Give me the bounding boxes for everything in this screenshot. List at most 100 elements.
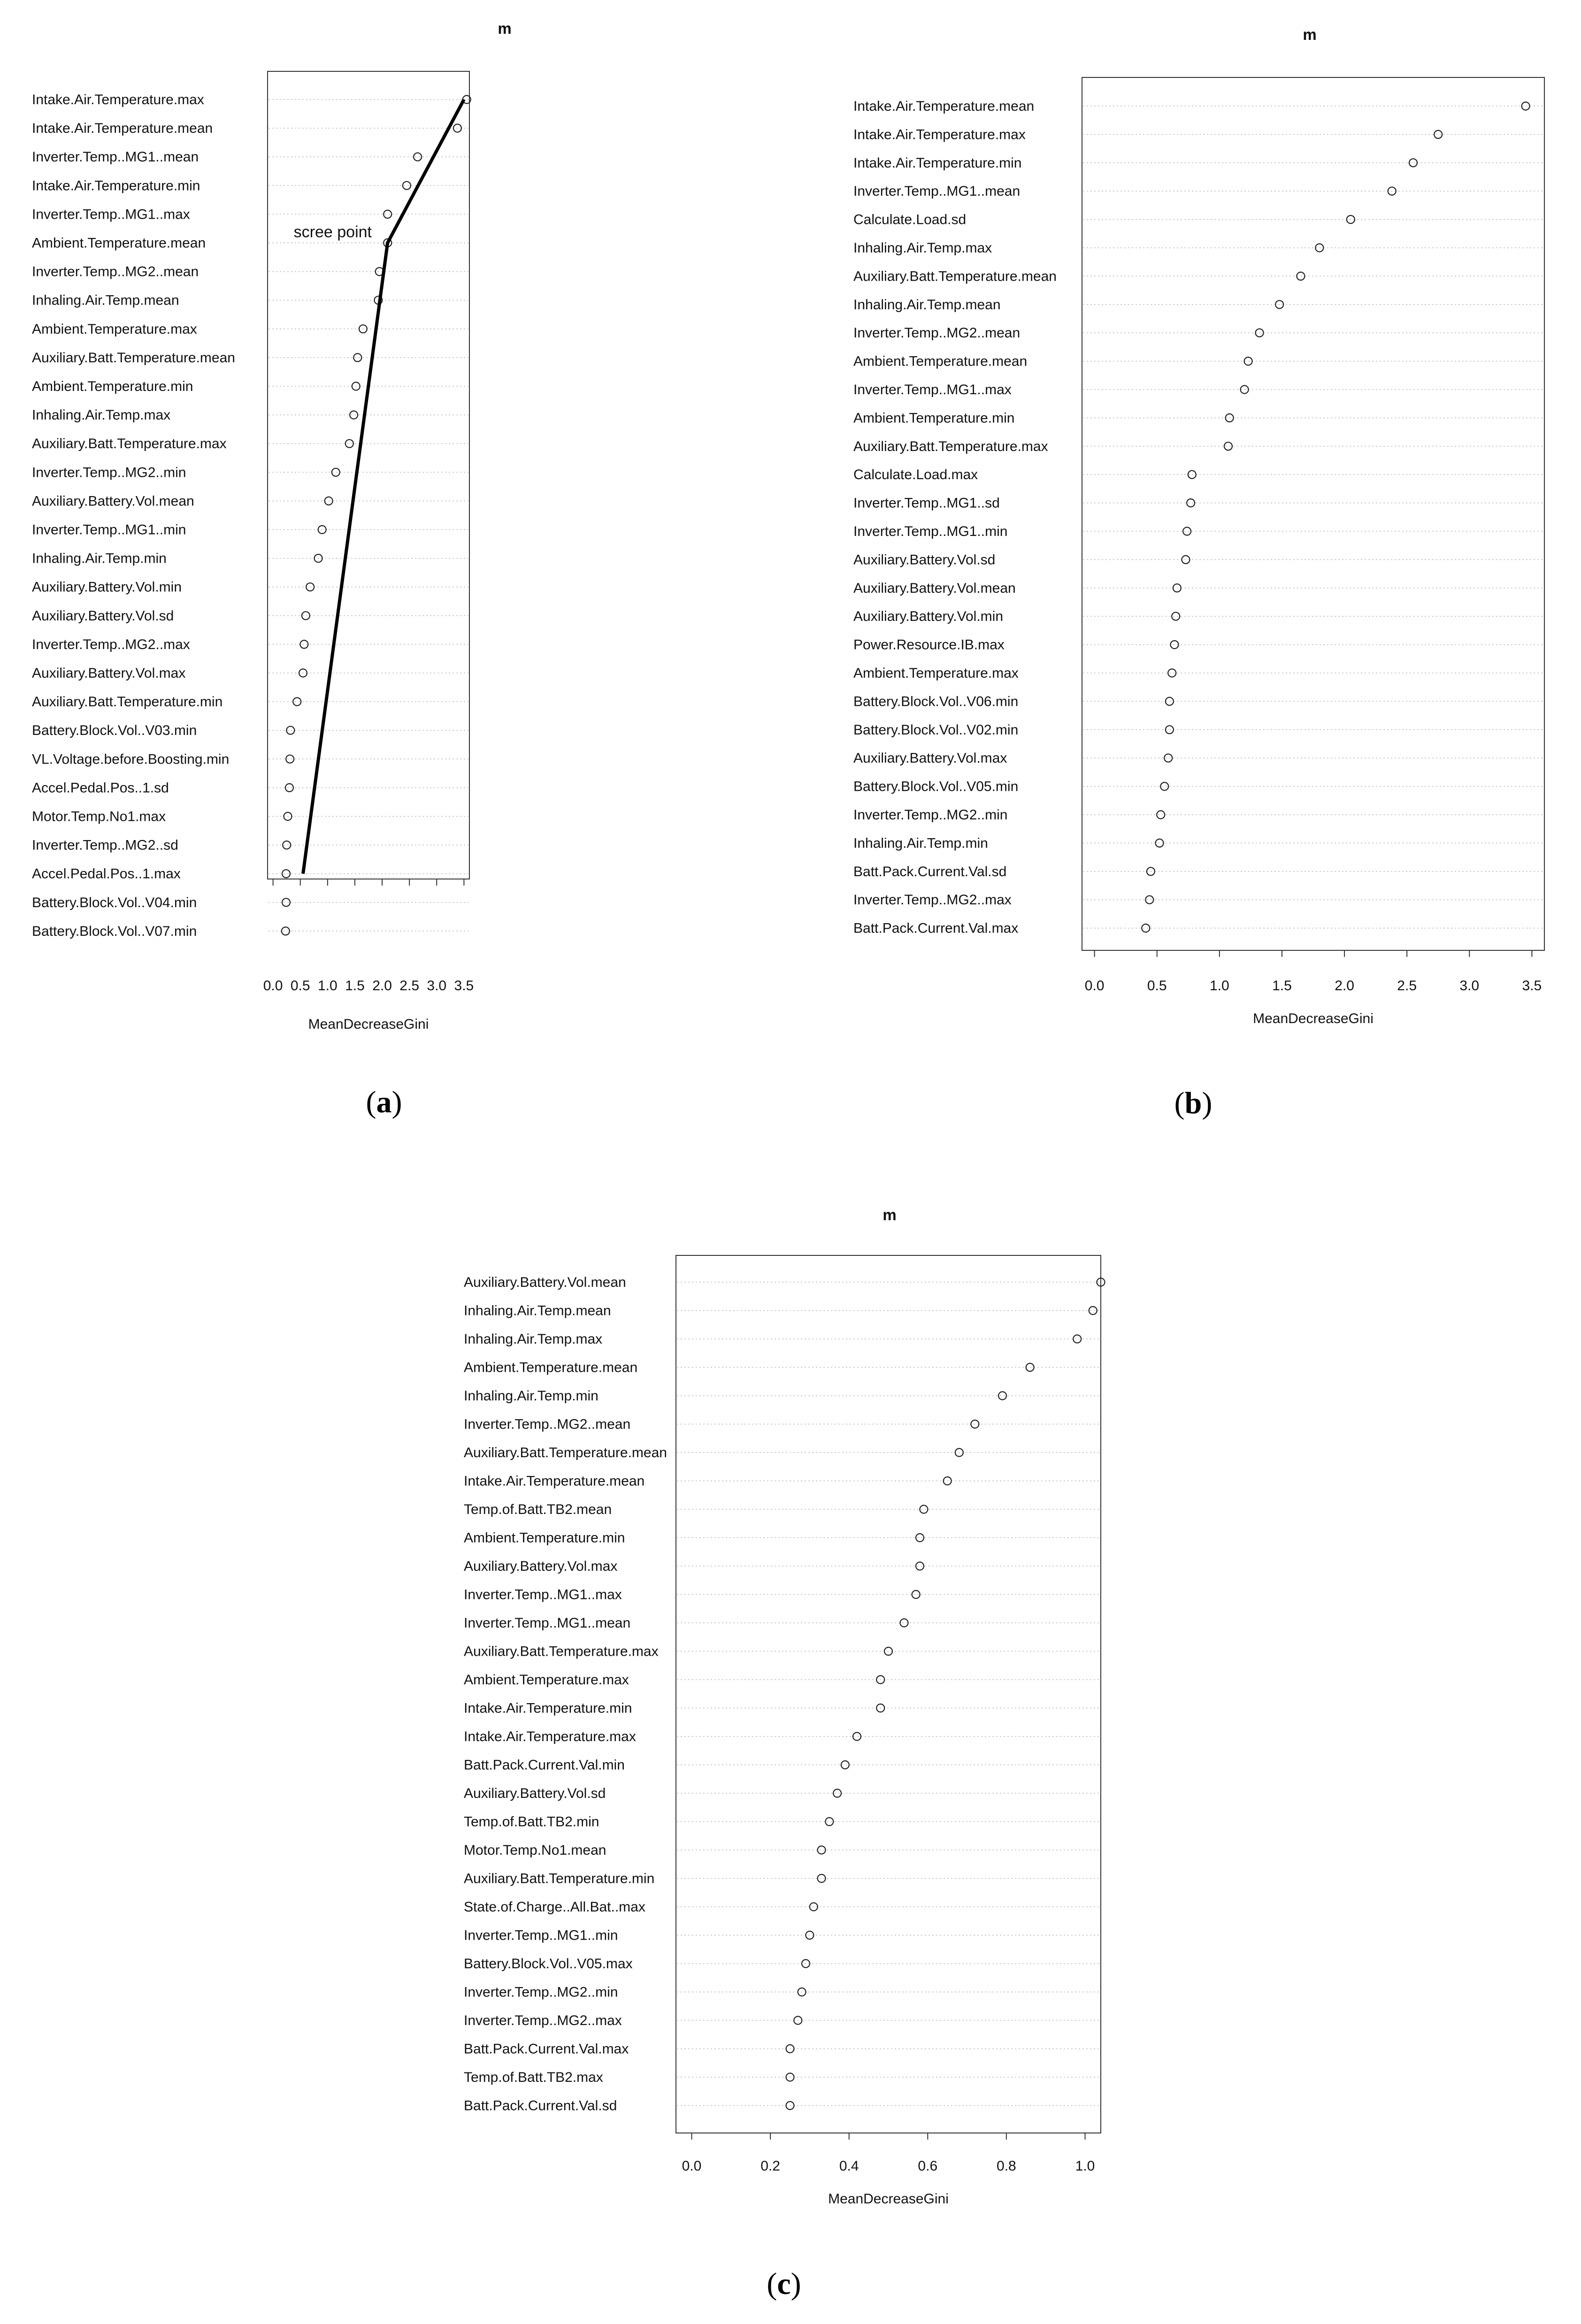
data-point (353, 353, 362, 362)
data-point (383, 209, 392, 219)
data-point (911, 1590, 921, 1599)
row-label: Inhaling.Air.Temp.max (464, 1331, 602, 1347)
data-point (1160, 781, 1169, 791)
data-point (899, 1618, 909, 1628)
row-label: Inhaling.Air.Temp.min (32, 551, 167, 566)
data-point (970, 1419, 980, 1429)
data-point (286, 726, 295, 735)
row-label: Auxiliary.Batt.Temperature.max (464, 1644, 659, 1659)
row-label: Inhaling.Air.Temp.mean (32, 293, 179, 308)
data-point (825, 1817, 834, 1827)
row-label: Auxiliary.Batt.Temperature.min (464, 1871, 654, 1887)
data-point (1408, 158, 1418, 168)
row-label: Auxiliary.Batt.Temperature.mean (464, 1445, 667, 1460)
data-point (1025, 1362, 1035, 1372)
chart-title: m (498, 20, 511, 37)
x-axis-label: MeanDecreaseGini (1253, 1011, 1374, 1026)
data-point (345, 439, 354, 448)
data-point (915, 1561, 925, 1571)
panel-caption: (b) (1174, 1086, 1213, 1120)
data-point (1172, 583, 1182, 593)
row-label: Auxiliary.Battery.Vol.max (32, 665, 185, 681)
row-label: Inverter.Temp..MG2..min (853, 807, 1007, 823)
x-tick-label: 3.5 (454, 978, 474, 994)
row-label: Auxiliary.Battery.Vol.sd (464, 1786, 606, 1801)
x-tick-label: 0.0 (682, 2158, 702, 2174)
row-label: Ambient.Temperature.mean (853, 354, 1027, 369)
row-label: Calculate.Load.max (853, 467, 978, 482)
x-tick-label: 0.5 (291, 978, 310, 994)
row-label: Inverter.Temp..MG1..sd (853, 496, 1000, 511)
data-point (1181, 555, 1190, 565)
row-label: Intake.Air.Temperature.min (853, 155, 1022, 171)
row-label: Inverter.Temp..MG1..max (32, 206, 190, 222)
row-label: Inverter.Temp..MG1..mean (853, 183, 1020, 199)
row-label: Intake.Air.Temperature.min (464, 1701, 632, 1716)
data-point (852, 1732, 862, 1741)
row-label: Intake.Air.Temperature.max (32, 92, 204, 107)
row-label: Battery.Block.Vol..V07.min (32, 924, 197, 939)
x-tick-label: 1.5 (1272, 978, 1292, 994)
row-label: Inverter.Temp..MG1..mean (32, 149, 199, 165)
x-tick-label: 3.0 (427, 978, 446, 994)
row-label: Auxiliary.Battery.Vol.mean (464, 1275, 626, 1290)
x-tick-label: 0.2 (760, 2158, 780, 2174)
data-point (785, 2044, 795, 2054)
data-point (1315, 243, 1324, 252)
data-point (954, 1448, 964, 1457)
data-point (1167, 668, 1177, 678)
x-tick-label: 1.0 (318, 978, 338, 994)
row-label: Batt.Pack.Current.Val.sd (464, 2098, 617, 2114)
row-label: Battery.Block.Vol..V02.min (853, 722, 1018, 738)
data-point (1088, 1306, 1097, 1315)
data-point (1170, 640, 1179, 650)
data-point (1187, 470, 1197, 479)
row-label: Battery.Block.Vol..V05.max (464, 1956, 633, 1972)
data-point (840, 1760, 850, 1770)
chart-title: m (883, 1206, 896, 1223)
data-point (883, 1646, 893, 1656)
data-point (283, 811, 292, 821)
x-tick-label: 0.5 (1147, 978, 1167, 994)
x-tick-label: 2.5 (399, 978, 419, 994)
row-label: Auxiliary.Battery.Vol.max (853, 750, 1007, 766)
data-point (1223, 442, 1233, 451)
row-label: Inverter.Temp..MG1..max (464, 1587, 622, 1603)
data-point (1096, 1277, 1105, 1287)
row-label: Inverter.Temp..MG1..mean (464, 1615, 630, 1631)
data-point (1156, 810, 1166, 819)
x-tick-label: 1.0 (1075, 2158, 1095, 2174)
row-label: Intake.Air.Temperature.mean (32, 121, 213, 136)
row-label: Calculate.Load.sd (853, 212, 966, 228)
data-point (876, 1675, 885, 1684)
data-point (998, 1391, 1007, 1400)
data-point (793, 2016, 803, 2025)
data-point (324, 496, 333, 506)
row-label: Inverter.Temp..MG1..max (853, 382, 1012, 398)
data-point (1073, 1334, 1082, 1344)
row-label: Batt.Pack.Current.Val.min (464, 1758, 625, 1773)
row-label: Auxiliary.Battery.Vol.min (853, 609, 1003, 624)
row-label: Inverter.Temp..MG2..max (32, 637, 190, 652)
data-point (299, 640, 309, 649)
data-point (1171, 612, 1181, 621)
data-point (919, 1505, 929, 1514)
data-point (284, 783, 294, 793)
data-point (1521, 101, 1530, 111)
x-tick-label: 2.5 (1397, 978, 1417, 994)
data-point (1145, 895, 1154, 904)
row-label: Intake.Air.Temperature.min (32, 178, 200, 193)
x-tick-label: 0.6 (918, 2158, 937, 2174)
row-label: Battery.Block.Vol..V04.min (32, 895, 197, 910)
x-axis-label: MeanDecreaseGini (828, 2191, 949, 2207)
data-point (1165, 696, 1174, 706)
row-label: Ambient.Temperature.max (464, 1672, 629, 1688)
row-label: Auxiliary.Battery.Vol.mean (853, 581, 1016, 596)
data-point (1240, 385, 1249, 394)
data-point (1164, 753, 1173, 763)
data-point (1243, 356, 1253, 366)
data-point (1155, 838, 1164, 848)
row-label: Ambient.Temperature.min (32, 379, 193, 394)
data-point (1255, 328, 1264, 337)
row-label: Inverter.Temp..MG2..min (32, 465, 186, 480)
